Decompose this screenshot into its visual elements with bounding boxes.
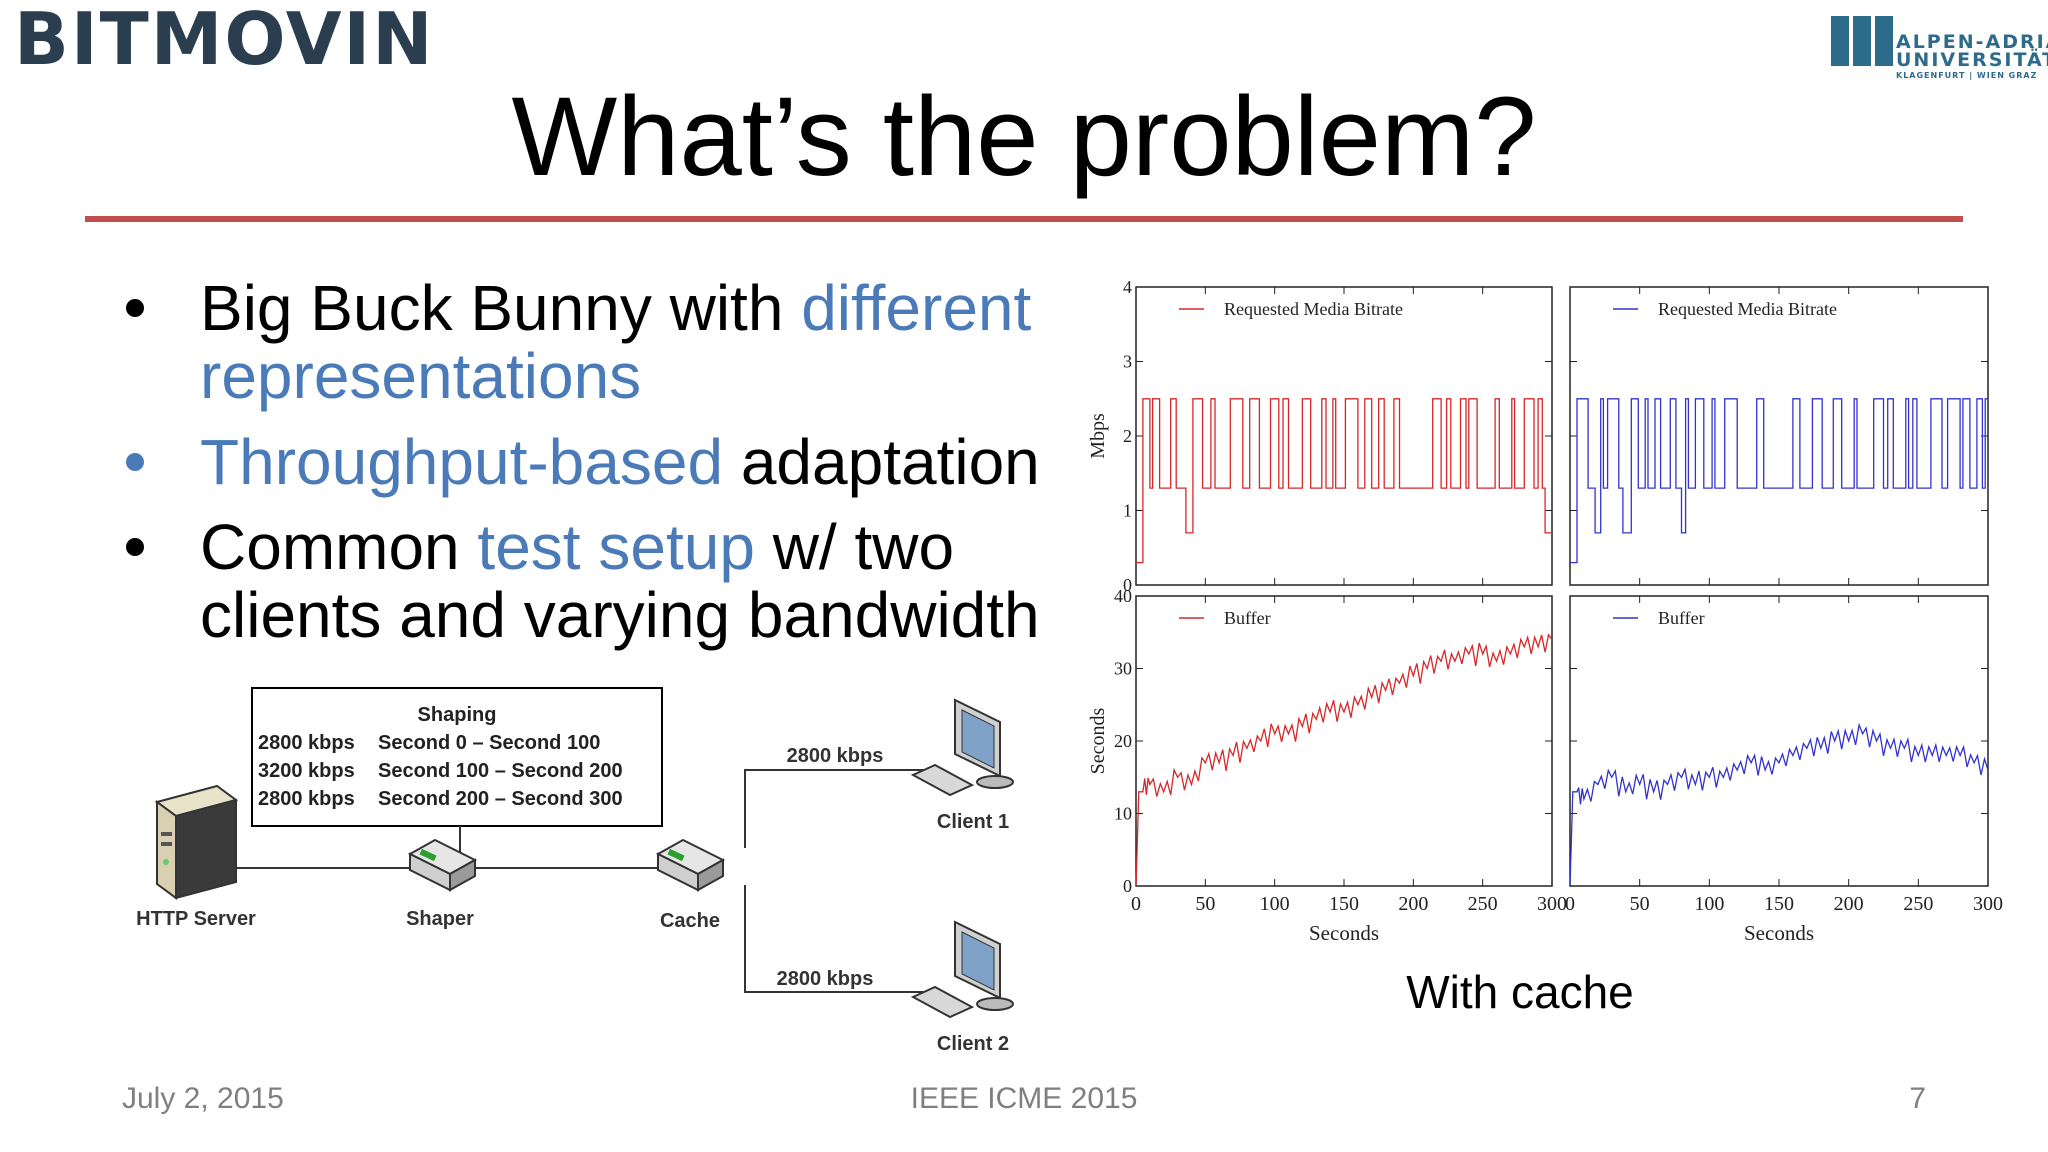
shaping-rate-3: 2800 kbps: [258, 788, 355, 810]
y-tick-label: 30: [1114, 659, 1132, 679]
bullet-list: Big Buck Bunny with different representa…: [126, 272, 1040, 651]
shaping-rate-2: 3200 kbps: [258, 760, 355, 782]
y-axis-label: Mbps: [1087, 413, 1109, 459]
cache-icon: [655, 838, 726, 892]
x-tick-label: 250: [1468, 893, 1498, 915]
x-tick-label: 200: [1834, 893, 1864, 915]
x-tick-label: 300: [1537, 893, 1567, 915]
link-client2-label: 2800 kbps: [777, 968, 874, 990]
shaper-label: Shaper: [406, 908, 474, 930]
bullet-2: Throughput-based adaptation: [200, 426, 1040, 498]
chart-frame: [1135, 286, 1553, 586]
x-tick-label: 200: [1398, 893, 1428, 915]
bullet-text-span: adaptation: [723, 426, 1040, 498]
bullet-dot: [126, 299, 144, 317]
server-icon: [154, 784, 239, 900]
y-tick-label: 0: [1123, 876, 1132, 896]
bitrate-series-line: [1570, 398, 1988, 564]
bullet-3: Common test setup w/ two: [200, 511, 954, 583]
aau-line3: KLAGENFURT | WIEN GRAZ: [1896, 71, 2037, 80]
aau-line1: ALPEN-ADRIA: [1896, 31, 2048, 53]
legend-label: Requested Media Bitrate: [1224, 299, 1403, 319]
y-axis-label: Seconds: [1087, 707, 1109, 774]
legend-label: Buffer: [1658, 608, 1705, 628]
cache-label: Cache: [660, 910, 720, 932]
client2-icon: [910, 920, 1014, 1019]
x-axis-label: Seconds: [1744, 921, 1814, 945]
y-tick-label: 2: [1123, 426, 1132, 446]
x-tick-label: 50: [1195, 893, 1215, 915]
x-tick-label: 50: [1630, 893, 1650, 915]
bitrate-series-line: [1136, 398, 1552, 564]
shaping-period-1: Second 0 – Second 100: [378, 732, 600, 754]
x-tick-label: 0: [1565, 893, 1575, 915]
bullet-3-line2: clients and varying bandwidth: [200, 579, 1040, 651]
y-tick-label: 0: [1123, 575, 1132, 595]
bullet-text-span: Common: [200, 511, 477, 583]
aau-line2: UNIVERSITÄT: [1896, 47, 2048, 71]
x-tick-label: 300: [1973, 893, 2003, 915]
y-tick-label: 1: [1123, 501, 1132, 521]
x-tick-label: 250: [1903, 893, 1933, 915]
charts-area: 0 1 2 3 4 Mbps Requested Media Bitrate Requeste…: [1087, 277, 2003, 945]
y-tick-label: 20: [1114, 731, 1132, 751]
link-client1-label: 2800 kbps: [787, 745, 884, 767]
title-underline: [85, 216, 1963, 222]
x-tick-label: 100: [1694, 893, 1724, 915]
bullet-text-span: different: [801, 272, 1031, 344]
chart-panel: 0 50 100 150 200 250 300 Seconds Buffer: [1565, 595, 2003, 945]
bullet-text-span: representations: [200, 340, 641, 412]
client2-label: Client 2: [937, 1033, 1009, 1055]
footer-conference: IEEE ICME 2015: [911, 1082, 1138, 1115]
bullet-text-span: clients and varying bandwidth: [200, 579, 1040, 651]
y-tick-label: 10: [1114, 804, 1132, 824]
x-axis-label: Seconds: [1309, 921, 1379, 945]
shaping-rate-1: 2800 kbps: [258, 732, 355, 754]
client1-icon: [910, 698, 1014, 797]
bullet-1: Big Buck Bunny with different: [200, 272, 1032, 344]
legend-label: Requested Media Bitrate: [1658, 299, 1837, 319]
chart-frame: [1135, 595, 1553, 887]
aau-logo: ALPEN-ADRIA UNIVERSITÄT KLAGENFURT | WIE…: [1831, 16, 2048, 80]
bitmovin-logo: BITMOVIN: [14, 0, 434, 81]
client1-label: Client 1: [937, 811, 1009, 833]
bullet-text-span: w/ two: [755, 511, 954, 583]
y-tick-label: 40: [1114, 586, 1132, 606]
bullet-text-span: Throughput-based: [200, 426, 723, 498]
shaping-period-2: Second 100 – Second 200: [378, 760, 623, 782]
y-tick-label: 3: [1123, 352, 1132, 372]
chart-frame: [1569, 595, 1989, 887]
bullet-dot: [126, 453, 144, 471]
buffer-series-line: [1135, 633, 1553, 887]
x-tick-label: 0: [1131, 893, 1141, 915]
shaping-box: [251, 687, 663, 827]
shaper-icon: [407, 838, 478, 892]
chart-caption: With cache: [1406, 966, 1634, 1018]
x-tick-label: 150: [1764, 893, 1794, 915]
http-server-label: HTTP Server: [136, 908, 256, 930]
buffer-series-line: [1569, 722, 1989, 887]
bullet-text-span: test setup: [477, 511, 755, 583]
bullet-dot: [126, 538, 144, 556]
x-tick-label: 100: [1260, 893, 1290, 915]
chart-frame: [1569, 286, 1989, 586]
footer-date: July 2, 2015: [122, 1082, 284, 1115]
shaping-period-3: Second 200 – Second 300: [378, 788, 623, 810]
bullet-1-line2: representations: [200, 340, 641, 412]
chart-panel: 0 1 2 3 4 Mbps Requested Media Bitrate: [1087, 277, 1553, 595]
slide-title: What’s the problem?: [511, 74, 1536, 199]
x-tick-label: 150: [1329, 893, 1359, 915]
footer-page-number: 7: [1909, 1082, 1926, 1115]
chart-panel: Requested Media Bitrate: [1569, 286, 1989, 586]
legend-label: Buffer: [1224, 608, 1271, 628]
bullet-text-span: Big Buck Bunny with: [200, 272, 801, 344]
y-tick-label: 4: [1123, 277, 1132, 297]
network-diagram: Shaping 2800 kbps Second 0 – Second 100 …: [136, 687, 1014, 1055]
shaping-title: Shaping: [418, 704, 497, 726]
chart-panel: 0 10 20 30 40 0 50 100 150 200 250 300 Seconds Second…: [1087, 586, 1567, 945]
